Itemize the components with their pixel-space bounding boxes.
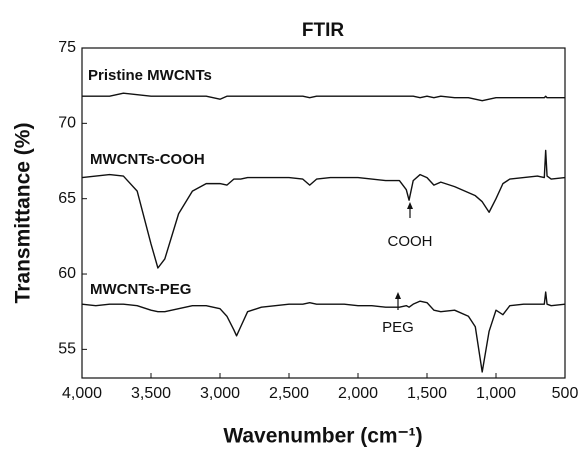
y-tick-label: 60 xyxy=(58,265,76,282)
series-label: Pristine MWCNTs xyxy=(88,67,212,84)
x-tick-label: 2,500 xyxy=(269,385,309,402)
y-axis-title: Transmittance (%) xyxy=(12,123,35,304)
x-axis-title: Wavenumber (cm⁻¹) xyxy=(223,425,422,448)
annotation: COOH xyxy=(388,233,433,250)
x-tick-label: 1,000 xyxy=(476,385,516,402)
x-tick-label: 1,500 xyxy=(407,385,447,402)
annotation: PEG xyxy=(382,319,414,336)
series-label: MWCNTs-COOH xyxy=(90,151,205,168)
y-tick-label: 65 xyxy=(58,190,76,207)
x-tick-label: 3,000 xyxy=(200,385,240,402)
plot-frame xyxy=(81,47,566,379)
x-tick-label: 3,500 xyxy=(131,385,171,402)
series-label: MWCNTs-PEG xyxy=(90,281,191,298)
y-tick-label: 55 xyxy=(58,341,76,358)
chart-title: FTIR xyxy=(302,20,344,41)
annotation-arrowhead xyxy=(395,292,401,299)
series-line xyxy=(82,92,565,102)
y-tick-label: 70 xyxy=(58,115,76,132)
x-tick-label: 500 xyxy=(552,385,579,402)
annotation-arrowhead xyxy=(407,202,413,209)
series-line xyxy=(81,149,566,269)
x-tick-label: 2,000 xyxy=(338,385,378,402)
y-tick-label: 75 xyxy=(58,39,76,56)
x-tick-label: 4,000 xyxy=(62,385,102,402)
series-line xyxy=(81,291,566,373)
